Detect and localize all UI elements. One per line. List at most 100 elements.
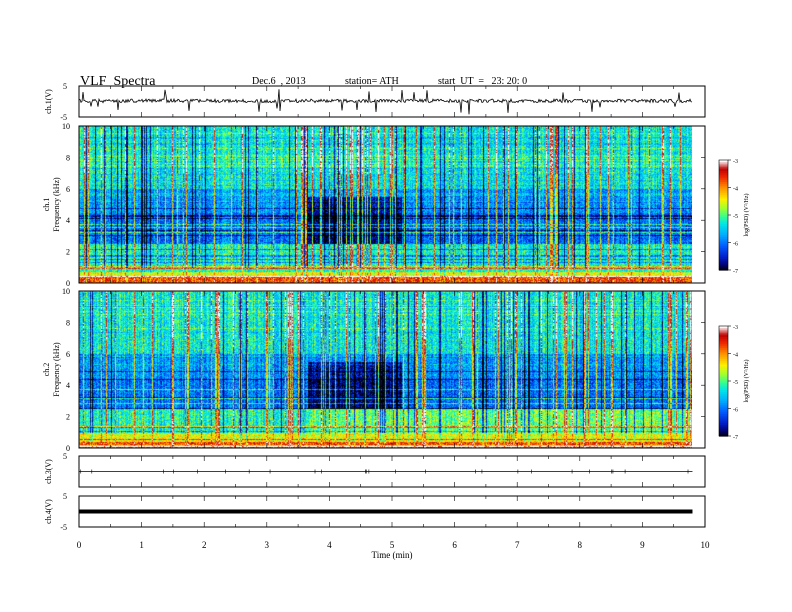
colorbar-swatch	[719, 348, 728, 351]
station-label: station= ATH	[345, 76, 399, 87]
colorbar-swatch	[719, 224, 728, 227]
colorbar-swatch	[719, 327, 728, 331]
y-axis-label-frequency: Frequency (kHz)	[52, 177, 61, 232]
figure-title: VLF Spectra	[80, 74, 156, 89]
colorbar-swatch	[719, 397, 728, 400]
colorbar-swatch	[719, 351, 728, 355]
colorbar-swatch	[719, 207, 728, 211]
y-tick-label: 8	[66, 318, 70, 327]
colorbar-swatch	[719, 382, 728, 386]
colorbar-swatch	[719, 359, 728, 362]
colorbar-swatch	[719, 388, 728, 391]
colorbar-swatch	[719, 182, 728, 185]
colorbar-swatch	[719, 342, 728, 345]
colorbar-swatch	[719, 337, 728, 340]
colorbar-swatch	[719, 384, 728, 388]
x-tick-label: 9	[640, 540, 645, 550]
colorbar-swatch	[719, 248, 728, 251]
y-axis-label-frequency: Frequency (kHz)	[52, 342, 61, 397]
colorbar-1: -3 -4 -5 -6 -7 log(PSD) (V²/Hz)	[718, 159, 750, 275]
x-axis-label: Time (min)	[372, 550, 413, 560]
colorbar-swatch	[719, 238, 728, 242]
y-tick-label: 6	[66, 350, 70, 359]
colorbar-swatch	[719, 262, 728, 266]
colorbar-swatch	[719, 161, 728, 165]
ch3-voltage-panel: 5 ch.3(V)	[44, 452, 706, 488]
colorbar-swatch	[719, 268, 728, 271]
colorbar-swatch	[719, 202, 728, 205]
spectrogram-heatmap	[79, 126, 692, 283]
colorbar-swatch	[719, 421, 728, 424]
colorbar-swatch	[719, 171, 728, 174]
x-tick-label: 7	[515, 540, 520, 550]
colorbar-swatch	[719, 414, 728, 417]
colorbar-swatch	[719, 193, 728, 196]
colorbar-swatch	[719, 329, 728, 333]
colorbar-swatch	[719, 264, 728, 267]
colorbar-swatch	[719, 244, 728, 247]
colorbar-2: -3 -4 -5 -6 -7 log(PSD) (V²/Hz)	[718, 325, 750, 441]
colorbar-swatch	[719, 222, 728, 225]
colorbar-swatch	[719, 362, 728, 366]
colorbar-swatch	[719, 399, 728, 402]
colorbar-swatch	[719, 240, 728, 244]
colorbar-swatch	[719, 233, 728, 236]
colorbar-swatch	[719, 355, 728, 358]
colorbar-swatch	[719, 393, 728, 397]
colorbar-swatch	[719, 231, 728, 234]
colorbar-swatch	[719, 215, 728, 218]
colorbar-swatch	[719, 211, 728, 214]
y-tick-label: 6	[66, 185, 70, 194]
ch4-voltage-panel: 5 -5 ch.4(V)	[44, 492, 706, 532]
ch1-voltage-panel: 5 -5 ch.1(V)	[44, 82, 706, 122]
colorbar-swatch	[719, 357, 728, 360]
colorbar-swatch	[719, 183, 728, 187]
colorbar-swatch	[719, 227, 728, 231]
colorbar-swatch	[719, 428, 728, 432]
colorbar-swatch	[719, 370, 728, 373]
colorbar-swatch	[719, 395, 728, 399]
colorbar-swatch	[719, 185, 728, 189]
y-axis-label: ch.1(V)	[44, 89, 53, 114]
colorbar-swatch	[719, 408, 728, 411]
colorbar-swatch	[719, 200, 728, 203]
colorbar-tick-label: -7	[733, 435, 738, 441]
x-tick-label: 0	[77, 540, 82, 550]
colorbar-tick-label: -5	[733, 214, 738, 220]
colorbar-swatch	[719, 366, 728, 369]
colorbar-swatch	[719, 191, 728, 194]
time-axis: Time (min) 0 1 2 3 4 5 6 7 8 9 10	[77, 540, 710, 560]
colorbar-swatch	[719, 335, 728, 338]
colorbar-label: log(PSD) (V²/Hz)	[743, 360, 750, 403]
colorbar-tick-label: -7	[733, 269, 738, 275]
colorbar-swatch	[719, 340, 728, 344]
colorbar-swatch	[719, 229, 728, 233]
y-axis-label: ch.4(V)	[44, 499, 53, 524]
colorbar-swatch	[719, 253, 728, 256]
signal-trace	[79, 509, 693, 514]
colorbar-swatch	[719, 386, 728, 389]
colorbar-swatch	[719, 216, 728, 220]
y-tick-label: 2	[66, 413, 70, 422]
colorbar-swatch	[719, 209, 728, 212]
y-tick-label: 10	[62, 287, 70, 296]
y-tick-label: 4	[66, 381, 70, 390]
colorbar-swatch	[719, 432, 728, 435]
colorbar-swatch	[719, 368, 728, 371]
x-tick-label: 2	[202, 540, 207, 550]
colorbar-swatch	[719, 187, 728, 190]
colorbar-swatch	[719, 160, 728, 163]
y-axis-label: ch.3(V)	[44, 459, 53, 484]
colorbar-swatch	[719, 259, 728, 262]
colorbar-swatch	[719, 255, 728, 258]
colorbar-swatch	[719, 194, 728, 198]
colorbar-swatch	[719, 412, 728, 415]
colorbar-swatch	[719, 226, 728, 229]
colorbar-swatch	[719, 415, 728, 419]
colorbar-swatch	[719, 196, 728, 200]
colorbar-swatch	[719, 373, 728, 377]
colorbar-swatch	[719, 165, 728, 168]
y-tick-label: 0	[66, 279, 70, 288]
